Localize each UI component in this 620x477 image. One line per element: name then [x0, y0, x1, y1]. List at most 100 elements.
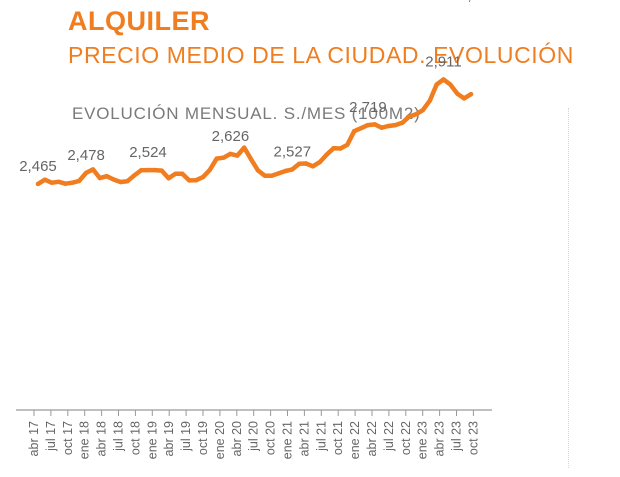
x-axis-labels: abr 17 jul 17 oct 17 ene 18 abr 18 jul 18 oct … [27, 421, 480, 459]
data-point [427, 98, 432, 103]
data-labels: 2,465 2,478 2,524 2,626 2,527 2,719 2,911 2,848 [19, 0, 496, 175]
data-point [49, 180, 54, 185]
data-point [104, 174, 109, 179]
x-axis: abr 17 jul 17 oct 17 ene 18 abr 18 jul 18 oct … [16, 409, 492, 459]
data-point [461, 96, 467, 101]
data-point [214, 156, 219, 161]
data-label: 2,465 [19, 158, 57, 175]
x-tick-label: jul 23 [450, 421, 464, 452]
data-point [413, 112, 419, 117]
page-subtitle: PRECIO MEDIO DE LA CIUDAD. EVOLUCIÓN [68, 42, 574, 68]
data-point [358, 126, 364, 131]
data-point [269, 173, 274, 178]
data-point [187, 178, 192, 183]
x-tick-label: oct 22 [399, 421, 413, 455]
data-point [193, 178, 199, 183]
data-point [386, 123, 391, 129]
x-tick-label: oct 20 [264, 421, 278, 455]
data-label: 2,527 [274, 143, 312, 160]
data-point [242, 145, 247, 150]
data-point [331, 146, 336, 151]
data-point [406, 114, 412, 119]
data-point [468, 92, 474, 97]
data-point [90, 167, 96, 172]
x-tick-label: oct 17 [61, 421, 75, 455]
x-tick-label: jul 18 [112, 421, 126, 452]
page-title: ALQUILER [68, 6, 210, 36]
x-tick-label: abr 19 [162, 421, 176, 456]
data-point [35, 181, 41, 187]
data-point [200, 174, 206, 180]
data-label: 2,626 [212, 128, 250, 145]
data-point [166, 176, 171, 181]
x-tick-label: jul 17 [44, 421, 58, 452]
chart-title: EVOLUCIÓN MENSUAL. S./MES (100M2) [72, 104, 421, 123]
x-tick-label: ene 18 [78, 421, 92, 459]
x-tick-label: jul 21 [314, 421, 328, 452]
x-tick-label: ene 21 [281, 421, 295, 459]
data-label: 2,478 [67, 147, 105, 164]
data-point [145, 167, 151, 173]
x-tick-label: oct 23 [466, 421, 480, 455]
data-point [138, 168, 144, 173]
x-tick-label: abr 17 [27, 421, 41, 456]
data-point [207, 167, 212, 173]
data-label: 2,524 [129, 144, 167, 161]
series-line-group [35, 77, 474, 187]
data-point [173, 171, 178, 176]
data-point [70, 180, 75, 185]
data-point [317, 159, 322, 165]
data-point [262, 173, 267, 178]
x-tick-label: jul 19 [179, 421, 193, 452]
x-tick-label: oct 18 [128, 421, 142, 455]
data-point [83, 170, 89, 176]
data-point [310, 164, 316, 169]
x-tick-label: jul 22 [382, 421, 396, 452]
divider-line [568, 108, 569, 468]
x-tick-label: ene 20 [213, 421, 227, 459]
data-point [303, 161, 309, 166]
data-point [42, 177, 48, 182]
x-tick-label: jul 20 [247, 421, 261, 452]
data-label: 2,719 [349, 99, 387, 116]
data-point [97, 175, 103, 181]
data-point [379, 125, 384, 130]
data-point [345, 142, 350, 147]
x-tick-label: ene 23 [416, 421, 430, 459]
data-point [56, 179, 61, 184]
x-tick-label: abr 22 [365, 421, 379, 456]
data-point [248, 157, 254, 162]
data-point [221, 155, 226, 160]
data-point [180, 171, 185, 176]
data-point [420, 107, 426, 113]
data-point [297, 161, 302, 166]
x-tick-label: oct 21 [331, 421, 345, 455]
x-tick-label: abr 20 [230, 421, 244, 456]
data-point [283, 168, 288, 174]
data-point [365, 122, 371, 128]
x-tick-label: oct 19 [196, 421, 210, 455]
data-point [372, 122, 377, 127]
data-point [111, 177, 116, 182]
data-point [152, 167, 157, 173]
x-tick-label: abr 23 [433, 421, 447, 456]
data-point [324, 152, 329, 157]
data-point [118, 179, 123, 185]
data-point [352, 129, 357, 134]
data-point [159, 168, 164, 173]
x-tick-label: ene 19 [145, 421, 159, 459]
data-point [455, 91, 460, 96]
data-point [132, 173, 137, 178]
data-label: 2,911 [425, 53, 461, 70]
data-label: 2,848 [459, 0, 497, 4]
data-point [228, 151, 233, 157]
data-point [448, 82, 453, 87]
data-point [434, 82, 439, 87]
data-point [441, 77, 446, 82]
series-line [35, 77, 474, 187]
x-tick-label: ene 22 [348, 421, 362, 459]
data-point [125, 179, 130, 184]
data-point [255, 168, 261, 173]
data-point [400, 120, 405, 126]
